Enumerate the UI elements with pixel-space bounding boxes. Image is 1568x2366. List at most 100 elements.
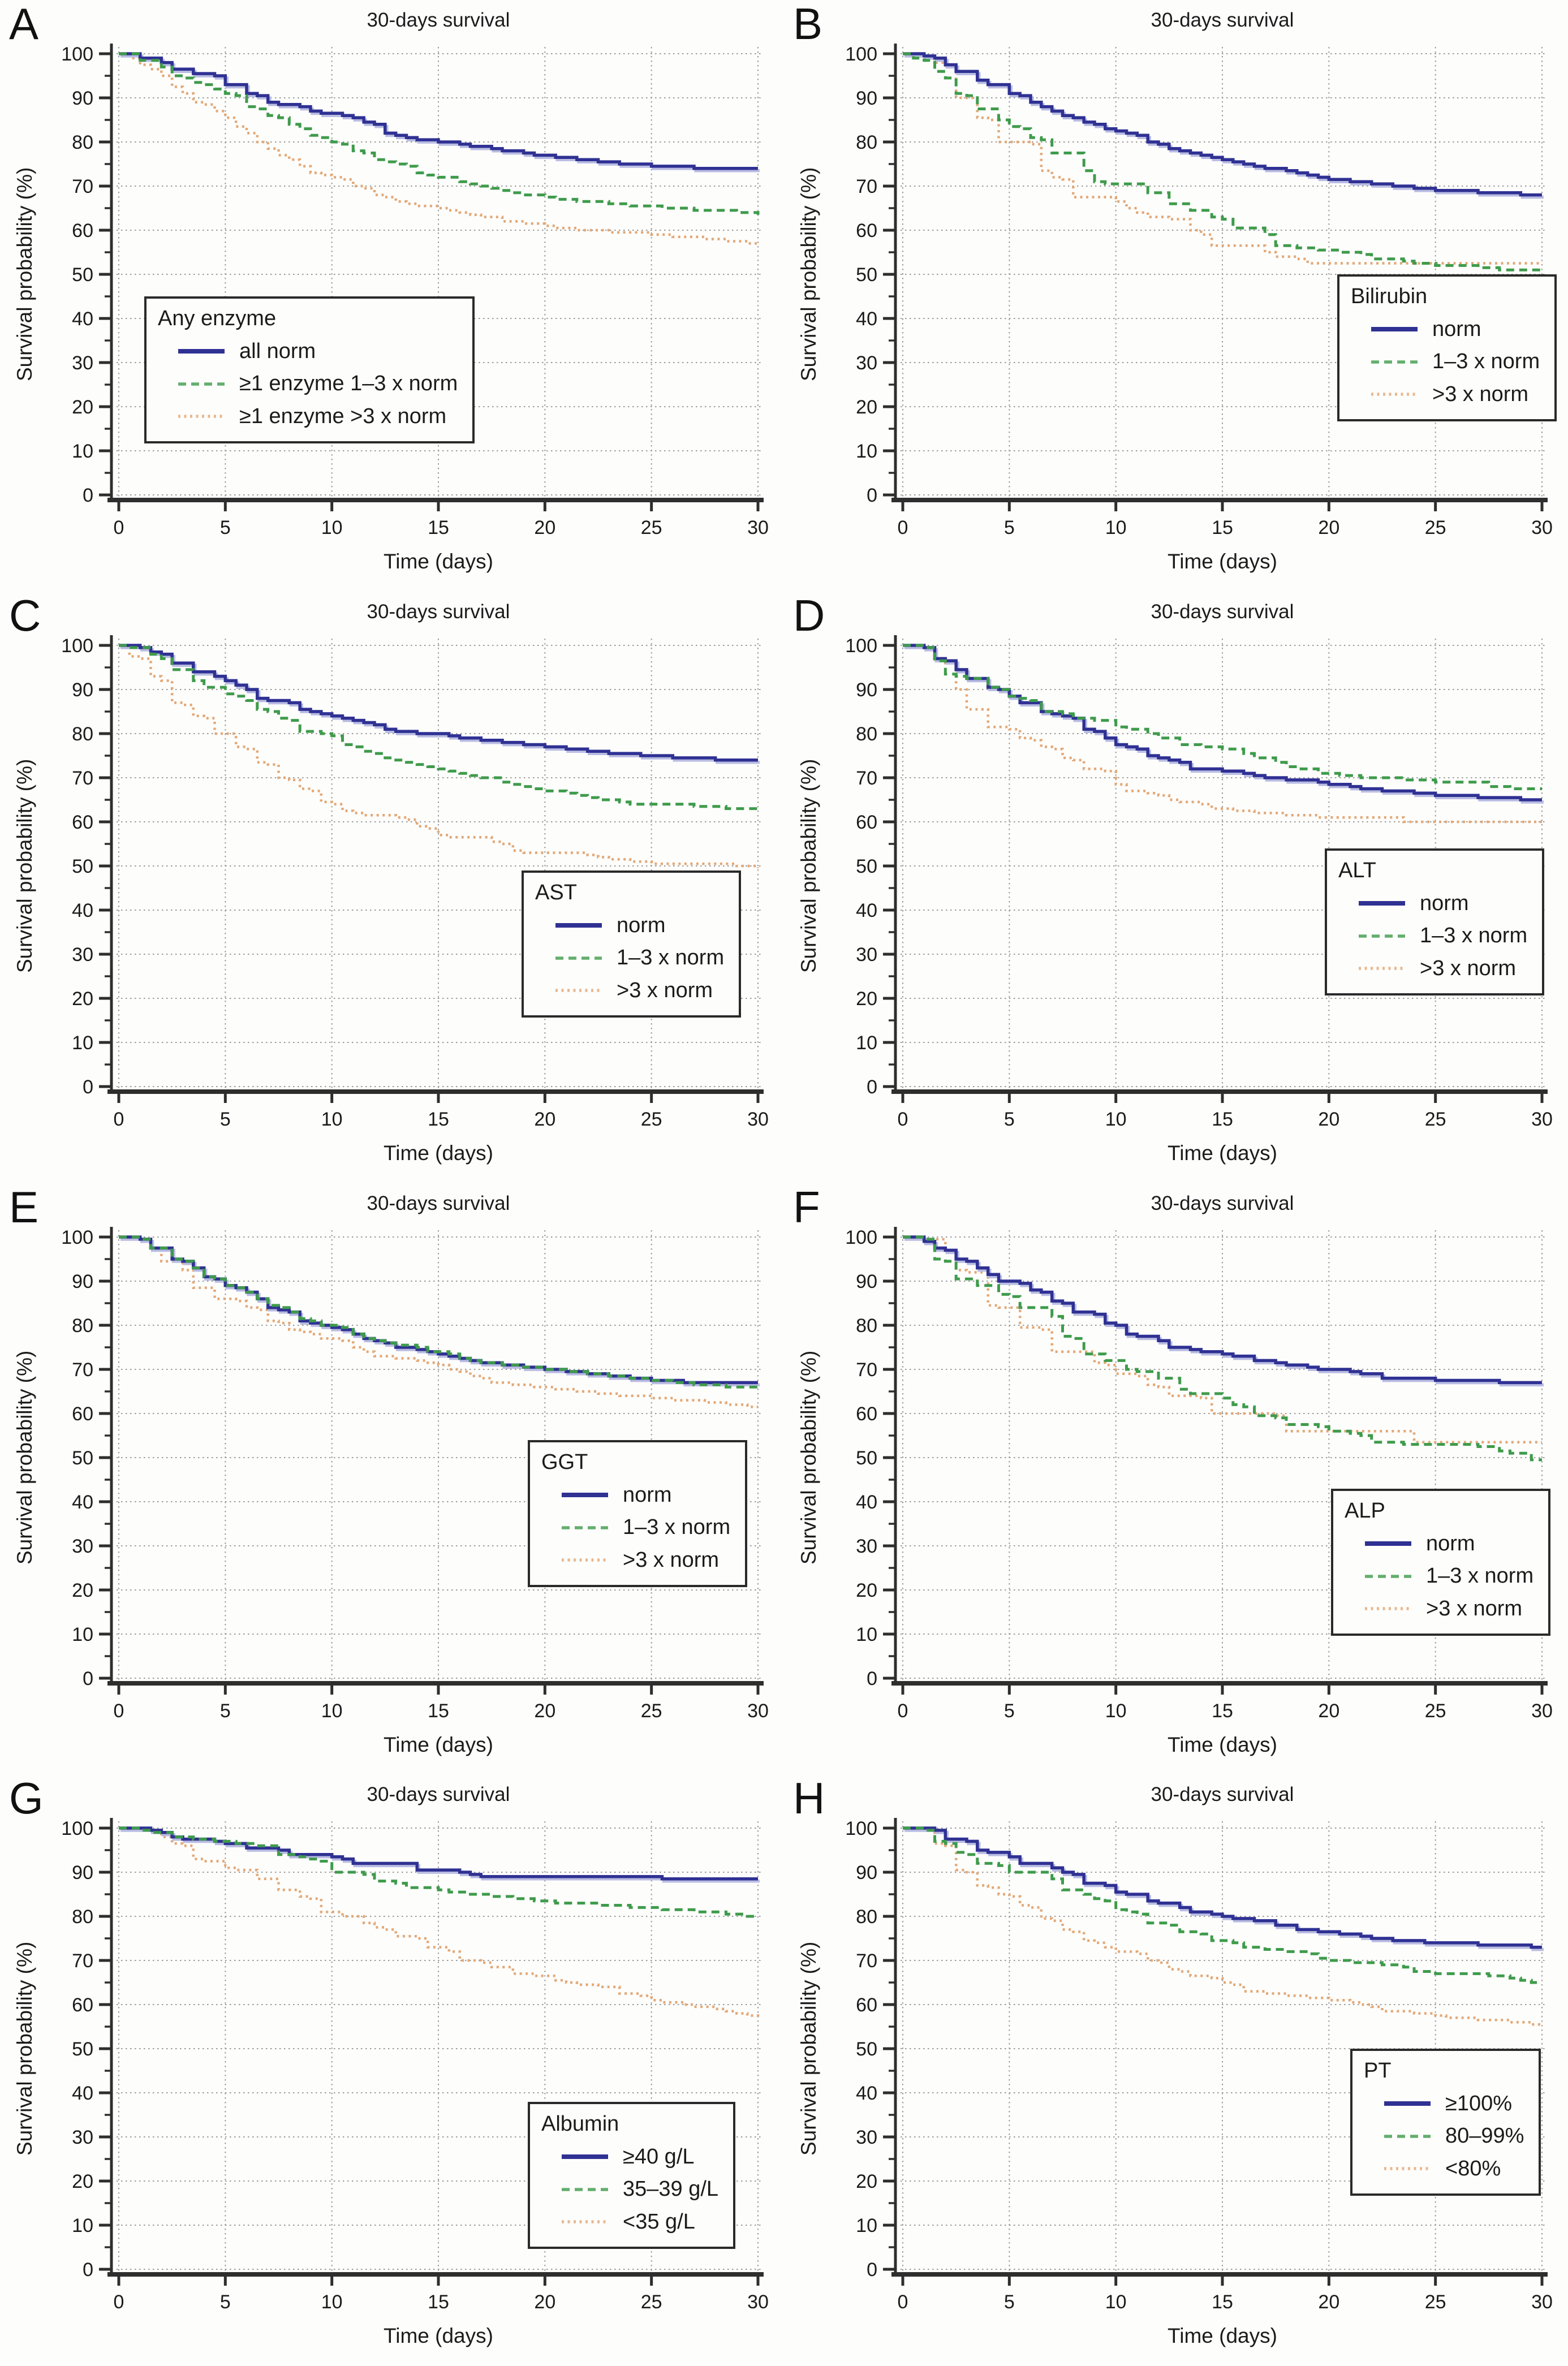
y-tick-label: 90 xyxy=(856,679,877,701)
axes xyxy=(883,44,1548,511)
survival-panel: H 30-days survival Survival probability … xyxy=(784,1774,1568,2366)
legend-item-label: all norm xyxy=(239,339,316,363)
legend-title: Any enzyme xyxy=(158,307,277,330)
legend-line-sample xyxy=(178,349,225,354)
x-tick-labels: 0 5 10 15 20 25 30 xyxy=(898,1700,1553,1722)
legend-line-sample xyxy=(562,2220,608,2223)
x-axis-label: Time (days) xyxy=(1168,2324,1277,2347)
legend-item: >3 x norm xyxy=(535,977,724,1005)
legend-title: ALP xyxy=(1345,1499,1385,1523)
curve-1-enzyme-1-3-x-norm xyxy=(119,52,760,215)
y-tick-labels: 0 10 20 30 40 50 60 70 80 90 100 xyxy=(845,1818,877,2281)
y-tick-label: 20 xyxy=(72,988,93,1010)
y-tick-label: 0 xyxy=(867,1076,877,1098)
legend-box: ALT norm 1–3 x norm >3 x norm xyxy=(1325,848,1545,995)
legend-item-label: >3 x norm xyxy=(1432,382,1529,406)
curve-norm xyxy=(119,1235,760,1387)
gridlines xyxy=(901,1821,1547,2274)
legend-line-sample xyxy=(1371,393,1418,396)
y-tick-label: 100 xyxy=(61,44,93,65)
curve-halo xyxy=(904,1238,1544,1387)
survival-panel: E 30-days survival Survival probability … xyxy=(0,1183,784,1775)
y-tick-label: 10 xyxy=(72,1624,93,1645)
x-tick-label: 5 xyxy=(220,1700,231,1722)
y-tick-label: 10 xyxy=(856,1624,877,1645)
y-tick-label: 70 xyxy=(72,768,93,789)
x-tick-labels: 0 5 10 15 20 25 30 xyxy=(898,1109,1553,1130)
axes xyxy=(99,1818,764,2286)
y-tick-label: 40 xyxy=(856,1492,877,1513)
x-tick-label: 0 xyxy=(898,1700,908,1722)
y-tick-label: 70 xyxy=(72,176,93,197)
curve-35-g-l xyxy=(119,1826,760,2018)
x-tick-label: 0 xyxy=(898,1109,908,1130)
panel-title: 30-days survival xyxy=(1151,1783,1294,1805)
y-tick-label: 90 xyxy=(856,1271,877,1292)
x-tick-label: 0 xyxy=(114,1109,124,1130)
x-tick-label: 0 xyxy=(114,2291,124,2313)
survival-panel: A 30-days survival Survival probability … xyxy=(0,0,784,592)
x-tick-label: 15 xyxy=(1212,517,1233,538)
legend-line-sample xyxy=(1365,1575,1411,1578)
y-tick-labels: 0 10 20 30 40 50 60 70 80 90 100 xyxy=(61,1818,93,2281)
panel-letter: F xyxy=(793,1182,820,1232)
legend-line-sample xyxy=(178,382,225,386)
y-tick-label: 80 xyxy=(72,723,93,745)
curve-1-3-x-norm xyxy=(119,644,758,811)
panel-title: 30-days survival xyxy=(1151,601,1294,623)
y-tick-label: 20 xyxy=(72,2171,93,2192)
x-tick-label: 0 xyxy=(898,2291,908,2313)
legend-item: 35–39 g/L xyxy=(541,2176,718,2203)
legend-item-label: norm xyxy=(1426,1531,1475,1555)
legend-item-label: 35–39 g/L xyxy=(623,2177,719,2201)
legend-item: norm xyxy=(1351,316,1540,343)
x-tick-label: 10 xyxy=(1105,1700,1127,1722)
panel-letter: G xyxy=(9,1773,44,1823)
x-tick-labels: 0 5 10 15 20 25 30 xyxy=(114,1109,769,1130)
legend-item: 1–3 x norm xyxy=(541,1514,730,1541)
legend-item-label: 1–3 x norm xyxy=(623,1515,731,1539)
legend-item: norm xyxy=(535,912,724,939)
km-plot: 0 10 20 30 40 50 60 70 80 90 100 0 5 10 15 20 25 30 xyxy=(845,44,1553,538)
x-tick-label: 0 xyxy=(114,517,124,538)
y-tick-label: 30 xyxy=(856,1536,877,1557)
legend-line-sample xyxy=(1384,2167,1431,2170)
x-tick-label: 15 xyxy=(428,517,449,538)
y-tick-label: 50 xyxy=(856,1447,877,1469)
y-tick-label: 100 xyxy=(61,1227,93,1248)
axes xyxy=(883,1227,1548,1695)
y-tick-label: 70 xyxy=(856,176,877,197)
curve-100 xyxy=(903,1826,1544,1951)
y-tick-label: 10 xyxy=(72,1032,93,1054)
legend-title: AST xyxy=(535,881,577,904)
x-tick-label: 10 xyxy=(1105,517,1127,538)
curve-halo xyxy=(904,54,1544,199)
x-tick-label: 10 xyxy=(321,2291,343,2313)
y-tick-label: 30 xyxy=(72,352,93,374)
x-tick-labels: 0 5 10 15 20 25 30 xyxy=(114,1700,769,1722)
legend-item-label: ≥40 g/L xyxy=(623,2144,695,2169)
y-tick-label: 40 xyxy=(72,308,93,330)
y-tick-labels: 0 10 20 30 40 50 60 70 80 90 100 xyxy=(61,635,93,1098)
y-tick-label: 90 xyxy=(856,1862,877,1884)
x-tick-label: 20 xyxy=(534,517,555,538)
y-tick-label: 40 xyxy=(856,308,877,330)
curve-1-3-x-norm xyxy=(903,644,1542,790)
legend-item: >3 x norm xyxy=(1351,381,1540,408)
legend-line-sample xyxy=(178,415,225,418)
y-tick-label: 20 xyxy=(72,1580,93,1601)
x-tick-label: 30 xyxy=(1531,517,1553,538)
legend-item: 80–99% xyxy=(1364,2123,1524,2150)
y-tick-label: 0 xyxy=(83,1076,93,1098)
panel-title: 30-days survival xyxy=(367,601,510,623)
x-tick-labels: 0 5 10 15 20 25 30 xyxy=(898,2291,1553,2313)
y-tick-label: 50 xyxy=(856,264,877,286)
x-tick-label: 30 xyxy=(747,2291,769,2313)
y-tick-label: 30 xyxy=(72,2127,93,2148)
x-tick-label: 30 xyxy=(747,1700,769,1722)
y-tick-label: 10 xyxy=(72,2215,93,2236)
y-tick-label: 100 xyxy=(61,1818,93,1839)
legend-item-label: ≥1 enzyme 1–3 x norm xyxy=(239,372,458,395)
panel-title: 30-days survival xyxy=(367,9,510,31)
x-tick-label: 30 xyxy=(747,1109,769,1130)
